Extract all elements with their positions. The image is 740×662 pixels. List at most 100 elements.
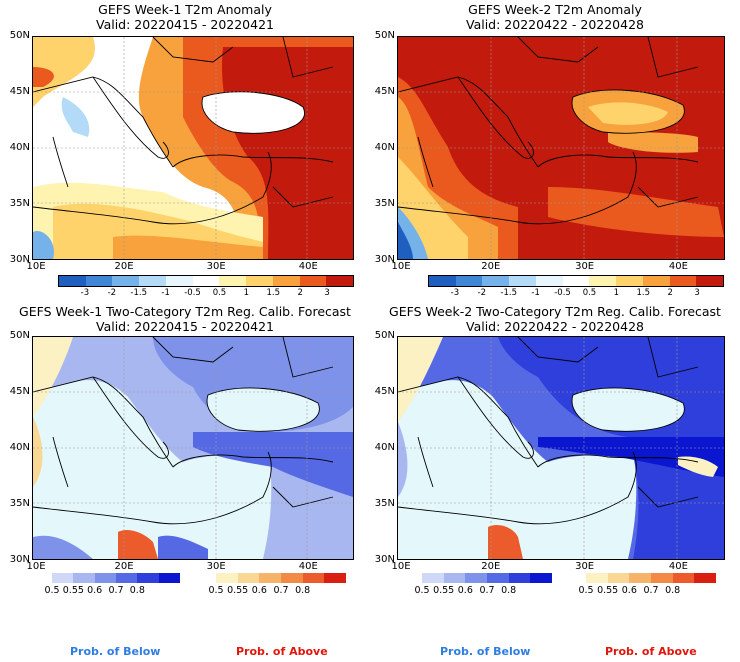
legend-tick-label: 0.8 (501, 585, 517, 596)
lon-tick-label: 20E (481, 561, 501, 572)
colorbar-swatch (139, 276, 166, 286)
lon-tick-label: 10E (391, 261, 411, 272)
colorbar-tick-label: 3 (324, 288, 330, 298)
colorbar-tick-label: -0.5 (554, 288, 571, 298)
colorbar-tick-label: 0.5 (212, 288, 227, 298)
panel-week1-probability: GEFS Week-1 Two-Category T2m Reg. Calib.… (0, 300, 370, 600)
legend-tick-label: 0.7 (479, 585, 495, 596)
legend-swatch (694, 573, 717, 583)
lat-tick-label: 40N (9, 142, 30, 153)
colorbar-swatch (642, 276, 670, 286)
legend-tick-label: 0.6 (87, 585, 103, 596)
panel-week2-anomaly: GEFS Week-2 T2m Anomaly Valid: 20220422 … (370, 0, 740, 300)
colorbar-tick-label: 1 (613, 288, 620, 298)
colorbar-swatch (429, 276, 456, 286)
legend-swatch (465, 573, 488, 583)
legend-swatch (629, 573, 652, 583)
legend-tick-label: 0.55 (433, 585, 455, 596)
panel-week1-anomaly: GEFS Week-1 T2m Anomaly Valid: 20220415 … (0, 0, 370, 300)
lon-tick-label: 40E (668, 261, 688, 272)
colorbar-swatch (616, 276, 643, 286)
lon-tick-label: 10E (391, 561, 411, 572)
probability-map (32, 336, 354, 560)
lat-tick-label: 45N (374, 386, 395, 397)
prob-below-label-left: Prob. of Below (70, 645, 161, 658)
lat-tick-label: 30N (9, 554, 30, 565)
colorbar-tick-label: -3 (450, 288, 460, 298)
legend-tick-label: 0.55 (227, 585, 249, 596)
prob-above-colorbar-left (216, 573, 347, 583)
lon-tick-label: 30E (575, 261, 595, 272)
lat-tick-label: 50N (374, 330, 395, 341)
prob-above-label-left: Prob. of Above (236, 645, 328, 658)
legend-swatch (651, 573, 673, 583)
colorbar-swatch (562, 276, 590, 286)
colorbar-tick-label: -2 (107, 288, 117, 298)
colorbar-tick-label: 0.5 (582, 288, 597, 298)
legend-tick-label: 0.5 (578, 585, 594, 596)
prob-below-colorbar-left (52, 573, 180, 583)
lat-tick-label: 35N (9, 498, 30, 509)
lat-tick-label: 50N (9, 30, 30, 41)
legend-tick-label: 0.6 (621, 585, 637, 596)
legend-tick-label: 0.8 (665, 585, 681, 596)
colorbar-swatch (696, 276, 724, 286)
legend-tick-label: 0.5 (44, 585, 60, 596)
colorbar-swatch (326, 276, 354, 286)
legend-swatch (137, 573, 159, 583)
legend-swatch (94, 573, 116, 583)
legend-swatch (115, 573, 138, 583)
legend-swatch (443, 573, 466, 583)
colorbar-tick-label: 2 (297, 288, 303, 298)
colorbar-swatch (299, 276, 327, 286)
lat-tick-label: 50N (374, 30, 395, 41)
colorbar-swatch (669, 276, 697, 286)
colorbar-tick-label: 2 (667, 288, 673, 298)
panel-valid-dates: Valid: 20220415 - 20220421 (95, 17, 274, 32)
anomaly-colorbar (428, 275, 724, 287)
panel-week2-probability: GEFS Week-2 Two-Category T2m Reg. Calib.… (370, 300, 740, 600)
colorbar-swatch (246, 276, 273, 286)
colorbar-tick-label: -1.5 (130, 288, 148, 298)
lon-tick-label: 40E (298, 261, 318, 272)
lat-tick-label: 50N (9, 330, 30, 341)
legend-tick-label: 0.55 (62, 585, 84, 596)
prob-below-label-right: Prob. of Below (440, 645, 531, 658)
legend-swatch (237, 573, 260, 583)
lat-tick-label: 35N (374, 498, 395, 509)
lat-tick-label: 45N (9, 386, 30, 397)
panel-title: GEFS Week-1 Two-Category T2m Reg. Calib.… (19, 304, 351, 319)
legend-swatch (216, 573, 238, 583)
anomaly-map (397, 36, 725, 260)
prob-above-colorbar-right (586, 573, 717, 583)
legend-tick-label: 0.7 (108, 585, 124, 596)
colorbar-tick-label: -3 (80, 288, 90, 298)
lon-tick-label: 20E (114, 261, 134, 272)
lon-tick-label: 40E (298, 561, 318, 572)
legend-swatch (508, 573, 531, 583)
legend-swatch (530, 573, 553, 583)
lat-tick-label: 40N (374, 142, 395, 153)
legend-swatch (607, 573, 630, 583)
lat-tick-label: 40N (9, 442, 30, 453)
colorbar-swatch (455, 276, 483, 286)
legend-tick-label: 0.7 (643, 585, 659, 596)
legend-swatch (302, 573, 325, 583)
legend-swatch (324, 573, 347, 583)
lon-tick-label: 30E (206, 561, 226, 572)
colorbar-swatch (85, 276, 113, 286)
colorbar-swatch (219, 276, 247, 286)
colorbar-swatch (589, 276, 617, 286)
colorbar-tick-label: 1 (243, 288, 250, 298)
legend-tick-label: 0.5 (414, 585, 430, 596)
panel-valid-dates: Valid: 20220422 - 20220428 (465, 319, 644, 334)
colorbar-swatch (192, 276, 220, 286)
legend-tick-label: 0.6 (251, 585, 267, 596)
panel-title: GEFS Week-2 Two-Category T2m Reg. Calib.… (389, 304, 721, 319)
panel-valid-dates: Valid: 20220415 - 20220421 (95, 319, 274, 334)
lon-tick-label: 30E (575, 561, 595, 572)
lon-tick-label: 10E (26, 261, 46, 272)
lat-tick-label: 45N (9, 86, 30, 97)
lat-tick-label: 30N (9, 254, 30, 265)
lon-tick-label: 10E (26, 561, 46, 572)
